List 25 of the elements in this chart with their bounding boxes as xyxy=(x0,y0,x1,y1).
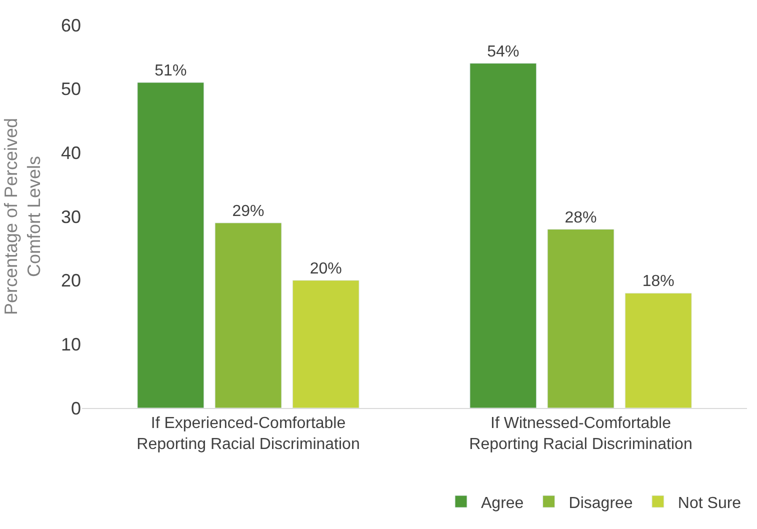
y-tick-label: 60 xyxy=(60,15,81,36)
data-label: 51% xyxy=(154,62,187,80)
y-tick-label: 20 xyxy=(60,270,81,291)
bar xyxy=(470,63,537,408)
bar xyxy=(624,292,692,408)
legend-label: Disagree xyxy=(568,494,633,512)
data-label: 54% xyxy=(487,43,520,60)
y-tick-label: 50 xyxy=(60,79,81,100)
bar xyxy=(547,229,614,408)
data-label: 20% xyxy=(310,260,342,278)
data-label: 28% xyxy=(564,209,597,226)
bar xyxy=(214,222,282,408)
data-label: 18% xyxy=(642,273,674,290)
y-axis-title: Percentage of Perceived Comfort Levels xyxy=(0,118,44,316)
bar xyxy=(137,82,204,408)
x-tick-label: If Experienced-Comfortable Reporting Racial Discrimination xyxy=(136,415,360,453)
y-tick-label: 40 xyxy=(60,142,81,163)
x-tick-label: If Witnessed-Comfortable Reporting Racial Discrimination xyxy=(469,415,692,453)
legend-label: Not Sure xyxy=(678,494,742,512)
y-tick-label: 30 xyxy=(60,206,81,227)
bar xyxy=(292,280,360,408)
y-tick-label: 10 xyxy=(60,334,81,354)
data-label: 29% xyxy=(232,202,264,220)
legend-label: Agree xyxy=(481,494,524,512)
y-tick-label: 0 xyxy=(70,398,81,418)
